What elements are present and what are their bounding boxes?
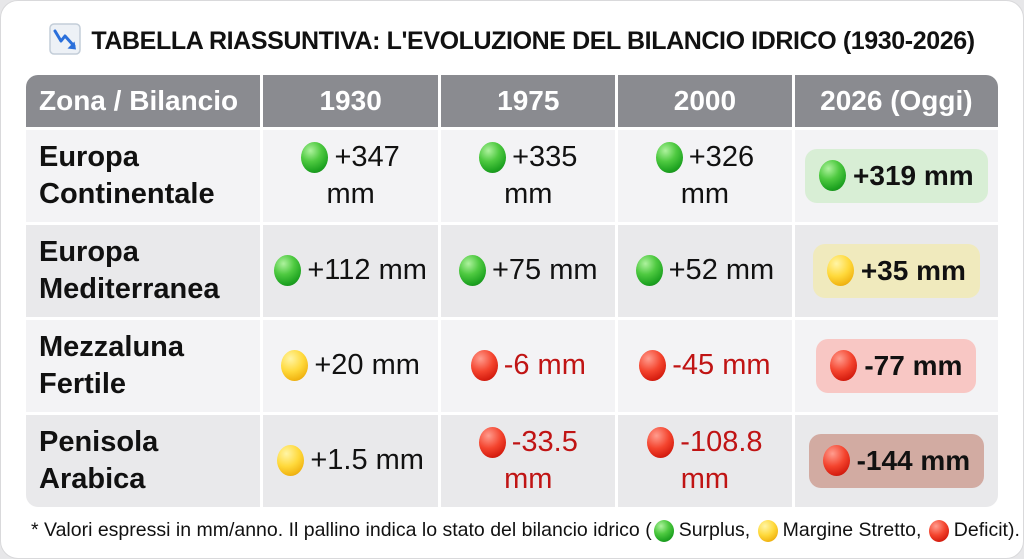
table-cell: +326 mm: [618, 130, 792, 222]
legend-label-deficit: Deficit).: [953, 519, 1020, 541]
table-cell-today: -77 mm: [794, 320, 998, 412]
page-title-row: TABELLA RIASSUNTIVA: L'EVOLUZIONE DEL BI…: [1, 23, 1023, 60]
value-text: +326 mm: [680, 140, 755, 210]
value-text: +20 mm: [314, 349, 420, 382]
page-title: TABELLA RIASSUNTIVA: L'EVOLUZIONE DEL BI…: [91, 27, 975, 55]
status-dot-icon: [281, 350, 309, 382]
value-text: +319 mm: [853, 160, 974, 192]
value-text: -144 mm: [856, 445, 971, 477]
status-dot-icon: [479, 141, 507, 173]
value-text: +52 mm: [668, 254, 775, 287]
status-dot-icon: [639, 350, 667, 382]
column-header-1930: 1930: [262, 75, 439, 127]
status-dot-icon: [826, 255, 854, 287]
margine-stretto-dot-icon: [757, 519, 778, 542]
status-dot-icon: [458, 255, 486, 287]
column-header-2000: 2000: [618, 75, 792, 127]
column-header-1975: 1975: [441, 75, 616, 127]
row-label-mezzaluna-fertile: Mezzaluna Fertile: [26, 320, 260, 412]
status-dot-icon: [478, 426, 506, 458]
status-dot-icon: [470, 350, 498, 382]
table-cell: +335 mm: [441, 130, 616, 222]
status-dot-icon: [647, 426, 675, 458]
table-cell: +20 mm: [262, 320, 439, 412]
value-text: -108.8 mm: [680, 425, 763, 495]
value-text: +1.5 mm: [310, 444, 424, 477]
row-label-europa-continentale: Europa Continentale: [26, 130, 260, 222]
deficit-dot-icon: [928, 519, 949, 542]
table-cell: -108.8 mm: [618, 415, 792, 507]
status-dot-icon: [301, 141, 329, 173]
column-header-2026: 2026 (Oggi): [794, 75, 998, 127]
value-text: -6 mm: [503, 349, 586, 382]
value-text: +347 mm: [326, 140, 400, 210]
today-value-pill: +35 mm: [812, 244, 980, 298]
status-dot-icon: [830, 350, 858, 382]
value-text: +335 mm: [504, 140, 578, 210]
status-dot-icon: [274, 255, 302, 287]
row-label-penisola-arabica: Penisola Arabica: [26, 415, 260, 507]
table-cell-today: -144 mm: [794, 415, 998, 507]
table-cell: +112 mm: [262, 225, 439, 317]
value-text: -33.5 mm: [504, 425, 578, 495]
table-cell: -45 mm: [618, 320, 792, 412]
status-dot-icon: [277, 445, 305, 477]
status-dot-icon: [655, 141, 683, 173]
today-value-pill: -144 mm: [808, 434, 985, 488]
value-text: -77 mm: [864, 350, 963, 382]
column-header-zona: Zona / Bilancio: [26, 75, 260, 127]
table-cell: -33.5 mm: [441, 415, 616, 507]
table-cell-today: +35 mm: [794, 225, 998, 317]
table-cell: +52 mm: [618, 225, 792, 317]
table-cell: -6 mm: [441, 320, 616, 412]
status-dot-icon: [819, 160, 847, 192]
footnote: * Valori espressi in mm/anno. Il pallino…: [31, 519, 1020, 542]
footnote-text: * Valori espressi in mm/anno. Il pallino…: [31, 519, 652, 541]
value-text: +75 mm: [491, 254, 598, 287]
chart-decreasing-icon: [49, 23, 82, 60]
legend-label-margine-stretto: Margine Stretto,: [782, 519, 927, 541]
value-text: +112 mm: [307, 254, 427, 287]
table-cell: +75 mm: [441, 225, 616, 317]
value-text: +35 mm: [860, 255, 966, 287]
water-balance-table: Zona / Bilancio 1930 1975 2000 2026 (Ogg…: [26, 75, 998, 507]
table-cell: +347 mm: [262, 130, 439, 222]
table-cell-today: +319 mm: [794, 130, 998, 222]
table-cell: +1.5 mm: [262, 415, 439, 507]
today-value-pill: +319 mm: [805, 149, 988, 203]
today-value-pill: -77 mm: [816, 339, 977, 393]
status-dot-icon: [635, 255, 663, 287]
value-text: -45 mm: [672, 349, 771, 382]
surplus-dot-icon: [653, 519, 674, 542]
row-label-europa-mediterranea: Europa Mediterranea: [26, 225, 260, 317]
legend-label-surplus: Surplus,: [678, 519, 756, 541]
status-dot-icon: [822, 445, 850, 477]
